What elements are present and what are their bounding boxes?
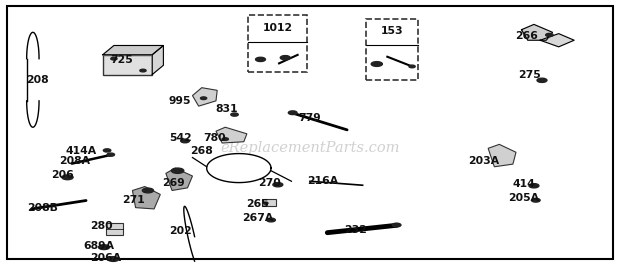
Polygon shape [488, 144, 516, 167]
Polygon shape [166, 168, 192, 191]
Polygon shape [521, 24, 552, 40]
Text: 275: 275 [518, 69, 541, 80]
Bar [366, 19, 418, 80]
Circle shape [409, 65, 415, 68]
Text: eReplacementParts.com: eReplacementParts.com [220, 141, 400, 155]
Circle shape [531, 198, 540, 202]
Text: 542: 542 [169, 133, 192, 143]
Text: 271: 271 [122, 195, 145, 205]
Text: 414A: 414A [66, 146, 97, 156]
Text: 414: 414 [512, 179, 535, 189]
Circle shape [62, 175, 73, 180]
Circle shape [371, 62, 383, 67]
Text: 205A: 205A [508, 193, 539, 204]
Polygon shape [192, 88, 217, 106]
Circle shape [231, 113, 238, 116]
Polygon shape [216, 127, 247, 143]
Polygon shape [103, 46, 164, 55]
Bar [262, 199, 276, 206]
Text: 206: 206 [51, 170, 74, 180]
Text: 232: 232 [343, 225, 366, 235]
Text: 208: 208 [27, 75, 49, 85]
Text: 266: 266 [515, 31, 538, 41]
Text: 206A: 206A [91, 253, 122, 263]
Polygon shape [133, 187, 161, 209]
Polygon shape [540, 34, 574, 47]
Circle shape [267, 218, 275, 222]
Bar [103, 55, 153, 74]
Text: 689A: 689A [83, 241, 114, 251]
Text: 153: 153 [381, 26, 403, 36]
Text: 1012: 1012 [262, 23, 293, 33]
Text: 831: 831 [215, 104, 238, 114]
Circle shape [108, 257, 119, 261]
Circle shape [529, 184, 539, 188]
Bar [248, 15, 307, 72]
Text: 267A: 267A [242, 213, 273, 223]
Text: 208A: 208A [60, 157, 91, 166]
Text: 725: 725 [110, 55, 133, 65]
Text: 208B: 208B [27, 203, 58, 213]
Circle shape [222, 138, 228, 140]
Circle shape [255, 57, 265, 61]
Text: 269: 269 [162, 178, 185, 188]
Circle shape [180, 139, 189, 143]
Circle shape [111, 57, 117, 60]
Text: 216A: 216A [307, 176, 338, 186]
Circle shape [104, 149, 111, 152]
Text: 995: 995 [169, 96, 192, 106]
Circle shape [537, 78, 547, 82]
Circle shape [280, 56, 290, 60]
Text: 202: 202 [169, 226, 192, 236]
Bar [106, 223, 123, 235]
Circle shape [143, 188, 154, 193]
Circle shape [99, 245, 110, 250]
Circle shape [200, 97, 206, 100]
Circle shape [107, 153, 115, 156]
Text: 779: 779 [299, 113, 321, 123]
Circle shape [140, 69, 146, 72]
Text: 203A: 203A [467, 157, 498, 166]
Text: 280: 280 [91, 221, 113, 231]
Circle shape [288, 111, 297, 114]
Circle shape [273, 183, 283, 187]
Circle shape [172, 168, 184, 173]
Text: 270: 270 [259, 178, 281, 188]
Text: 268: 268 [190, 146, 213, 156]
Text: 265: 265 [246, 199, 269, 209]
Polygon shape [153, 46, 164, 74]
Circle shape [546, 33, 553, 37]
Circle shape [392, 223, 401, 227]
Text: 780: 780 [203, 133, 226, 143]
Circle shape [263, 202, 268, 204]
